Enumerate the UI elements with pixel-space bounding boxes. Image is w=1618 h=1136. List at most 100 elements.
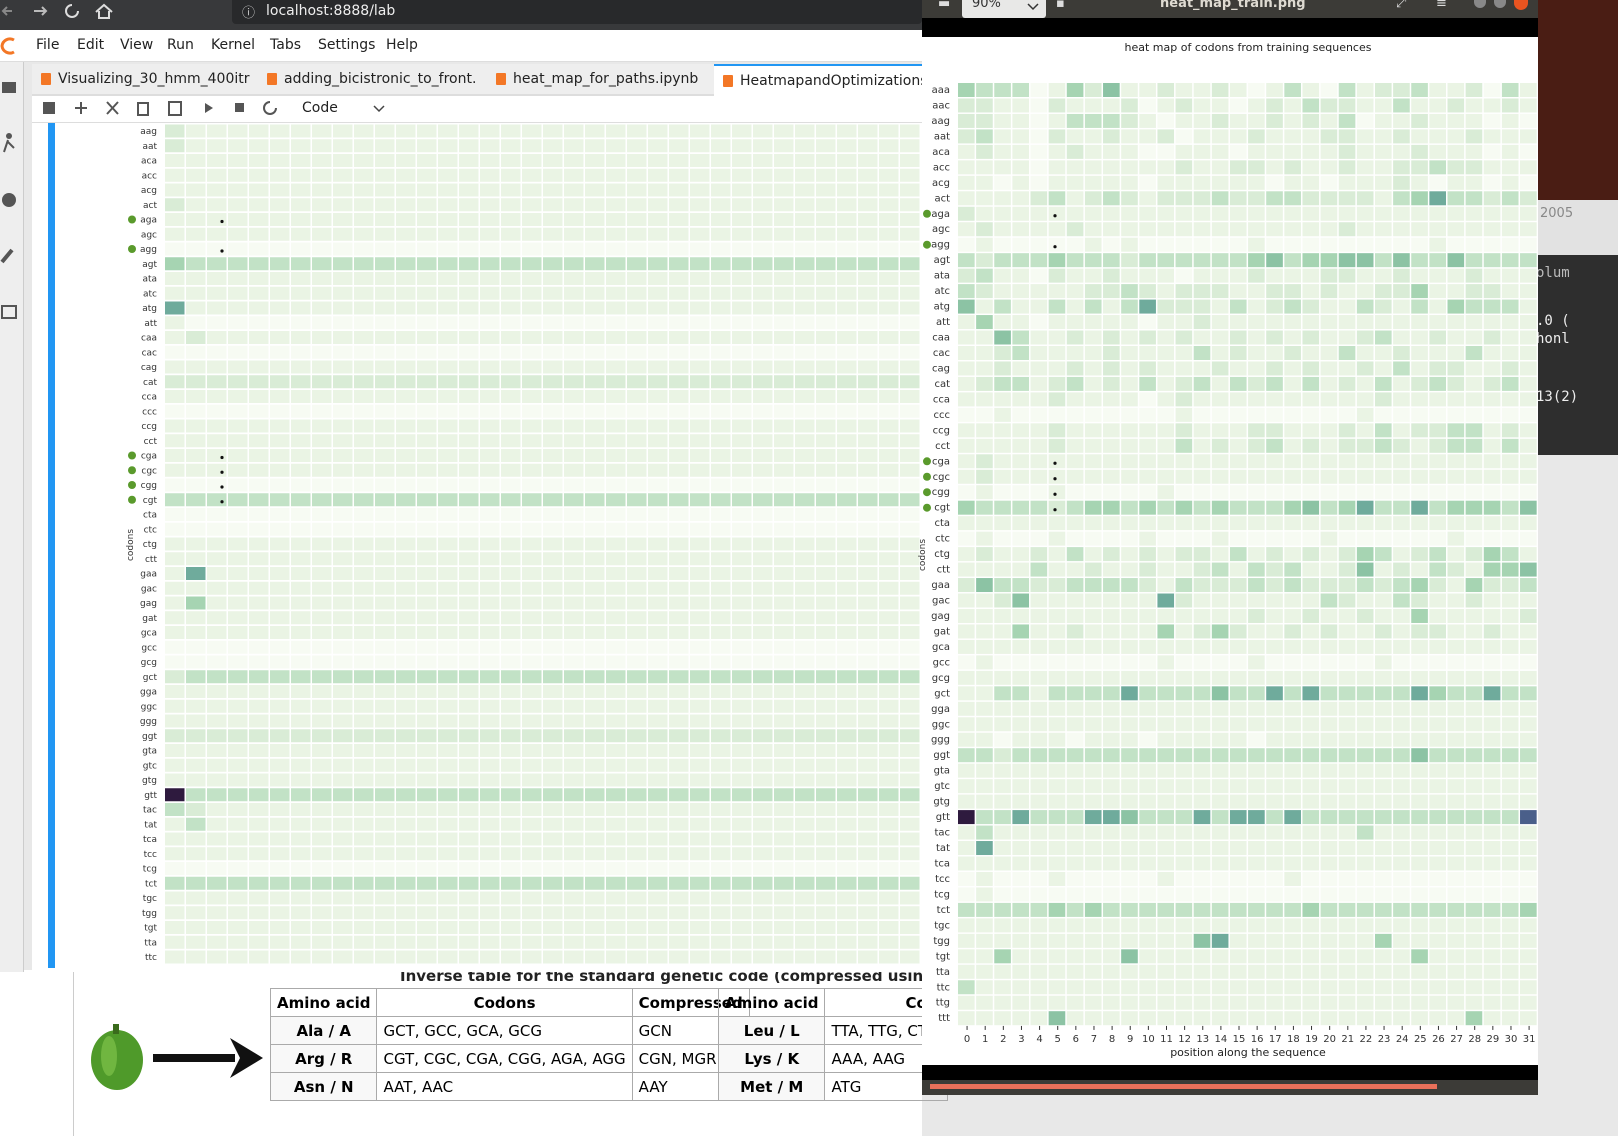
heat-cell [1393,748,1410,763]
menu-item[interactable]: Kernel [211,37,255,53]
heat-cell [976,717,993,732]
heat-cell [1429,129,1447,144]
heat-cell [522,404,542,418]
heat-cell [1066,485,1084,500]
restart[interactable] [263,101,277,115]
heat-cell [1175,1011,1193,1026]
tabs-icon[interactable] [1,305,17,319]
heat-cell [1103,113,1120,128]
menu-item[interactable]: Run [167,37,194,53]
heat-cell [1030,469,1048,484]
heat-cell [1483,748,1501,763]
menu-item[interactable]: File [36,37,60,53]
heat-cell [1374,624,1392,639]
heat-cell [1374,779,1392,794]
heat-cell [1520,83,1537,97]
folder-icon[interactable] [2,82,16,93]
heat-cell [690,478,710,492]
tools-icon[interactable] [0,248,14,264]
menu-item[interactable]: Edit [77,37,105,53]
heat-cell [1121,825,1138,840]
heat-cell [543,390,563,403]
heat-cell [1193,578,1211,593]
tab[interactable]: adding_bicistronic_to_front.✕ [258,64,512,94]
heat-cell [1520,748,1537,763]
heat-cell [837,301,857,315]
heat-cell [958,825,975,840]
heat-cell [1483,500,1501,515]
dropdown[interactable] [372,104,386,114]
copy[interactable] [137,102,149,116]
heat-cell [753,213,773,226]
heat-cell [585,478,605,492]
heat-cell [1193,593,1211,608]
heat-cell [1066,686,1084,701]
menu-item[interactable]: Settings [318,37,376,53]
url-box[interactable]: ⓘ localhost:8888/lab [232,0,922,24]
heat-cell [564,375,584,389]
heat-cell [1103,810,1120,825]
heat-cell [1211,485,1229,500]
tab[interactable]: heat_map_for_paths.ipynb✕ [487,64,739,94]
menu-item[interactable]: Help [386,37,418,53]
insert[interactable] [75,102,87,114]
heat-cell [1483,593,1501,608]
heat-cell [207,404,227,418]
heat-cell [1175,578,1193,593]
heat-cell [858,227,878,241]
heat-cell [994,779,1011,794]
heat-cell [1302,995,1320,1010]
heat-cell [753,419,773,433]
reload[interactable] [65,4,79,18]
heat-cell [1374,83,1392,97]
heat-cell [711,316,731,330]
heat-cell [1483,701,1501,716]
heat-cell [1284,717,1301,732]
heat-cell [1012,763,1030,778]
back[interactable] [1,6,12,16]
heat-cell [1066,841,1084,856]
cell: Leu / L [717,1016,826,1045]
running-icon[interactable] [6,133,12,139]
heat-cell [585,227,605,241]
heat-cell [1121,639,1138,654]
save[interactable] [43,102,55,114]
heat-cell [1429,284,1447,299]
paste[interactable] [168,101,182,116]
menu-item[interactable]: Tabs [270,37,301,53]
stop[interactable] [235,103,244,112]
heat-cell [585,449,605,462]
heat-cell [1338,469,1356,484]
heat-cell [228,360,248,374]
heat-cell [564,434,584,448]
heat-cell [994,330,1011,345]
heat-cell [1393,98,1410,113]
cut[interactable] [106,101,119,115]
y-tick-label: ata [934,271,950,282]
heat-cell [976,253,993,268]
heat-cell [1393,655,1410,670]
x-tick-label: 23 [1378,1034,1391,1045]
heat-cell [522,493,542,507]
heat-cell [1338,83,1356,97]
heat-cell [501,375,521,389]
heat-cell [669,345,689,359]
heat-cell [1030,423,1048,438]
heat-cell [1229,500,1247,515]
run[interactable] [205,103,213,113]
palette-icon[interactable] [2,193,16,207]
heat-cell [958,98,975,113]
heat-cell [858,139,878,153]
heat-cell [1447,83,1465,97]
cell-type[interactable]: Code [302,100,338,116]
heat-cell [564,227,584,241]
heat-cell [165,301,185,315]
heat-cell [291,213,311,226]
forward[interactable] [34,6,48,16]
heat-cell [207,301,227,315]
heat-cell [1066,794,1084,809]
home[interactable] [95,3,113,19]
menu-item[interactable]: View [120,37,154,53]
active-tab[interactable]: HeatmapandOptimizations_ [714,64,949,96]
heat-cell [417,390,437,403]
